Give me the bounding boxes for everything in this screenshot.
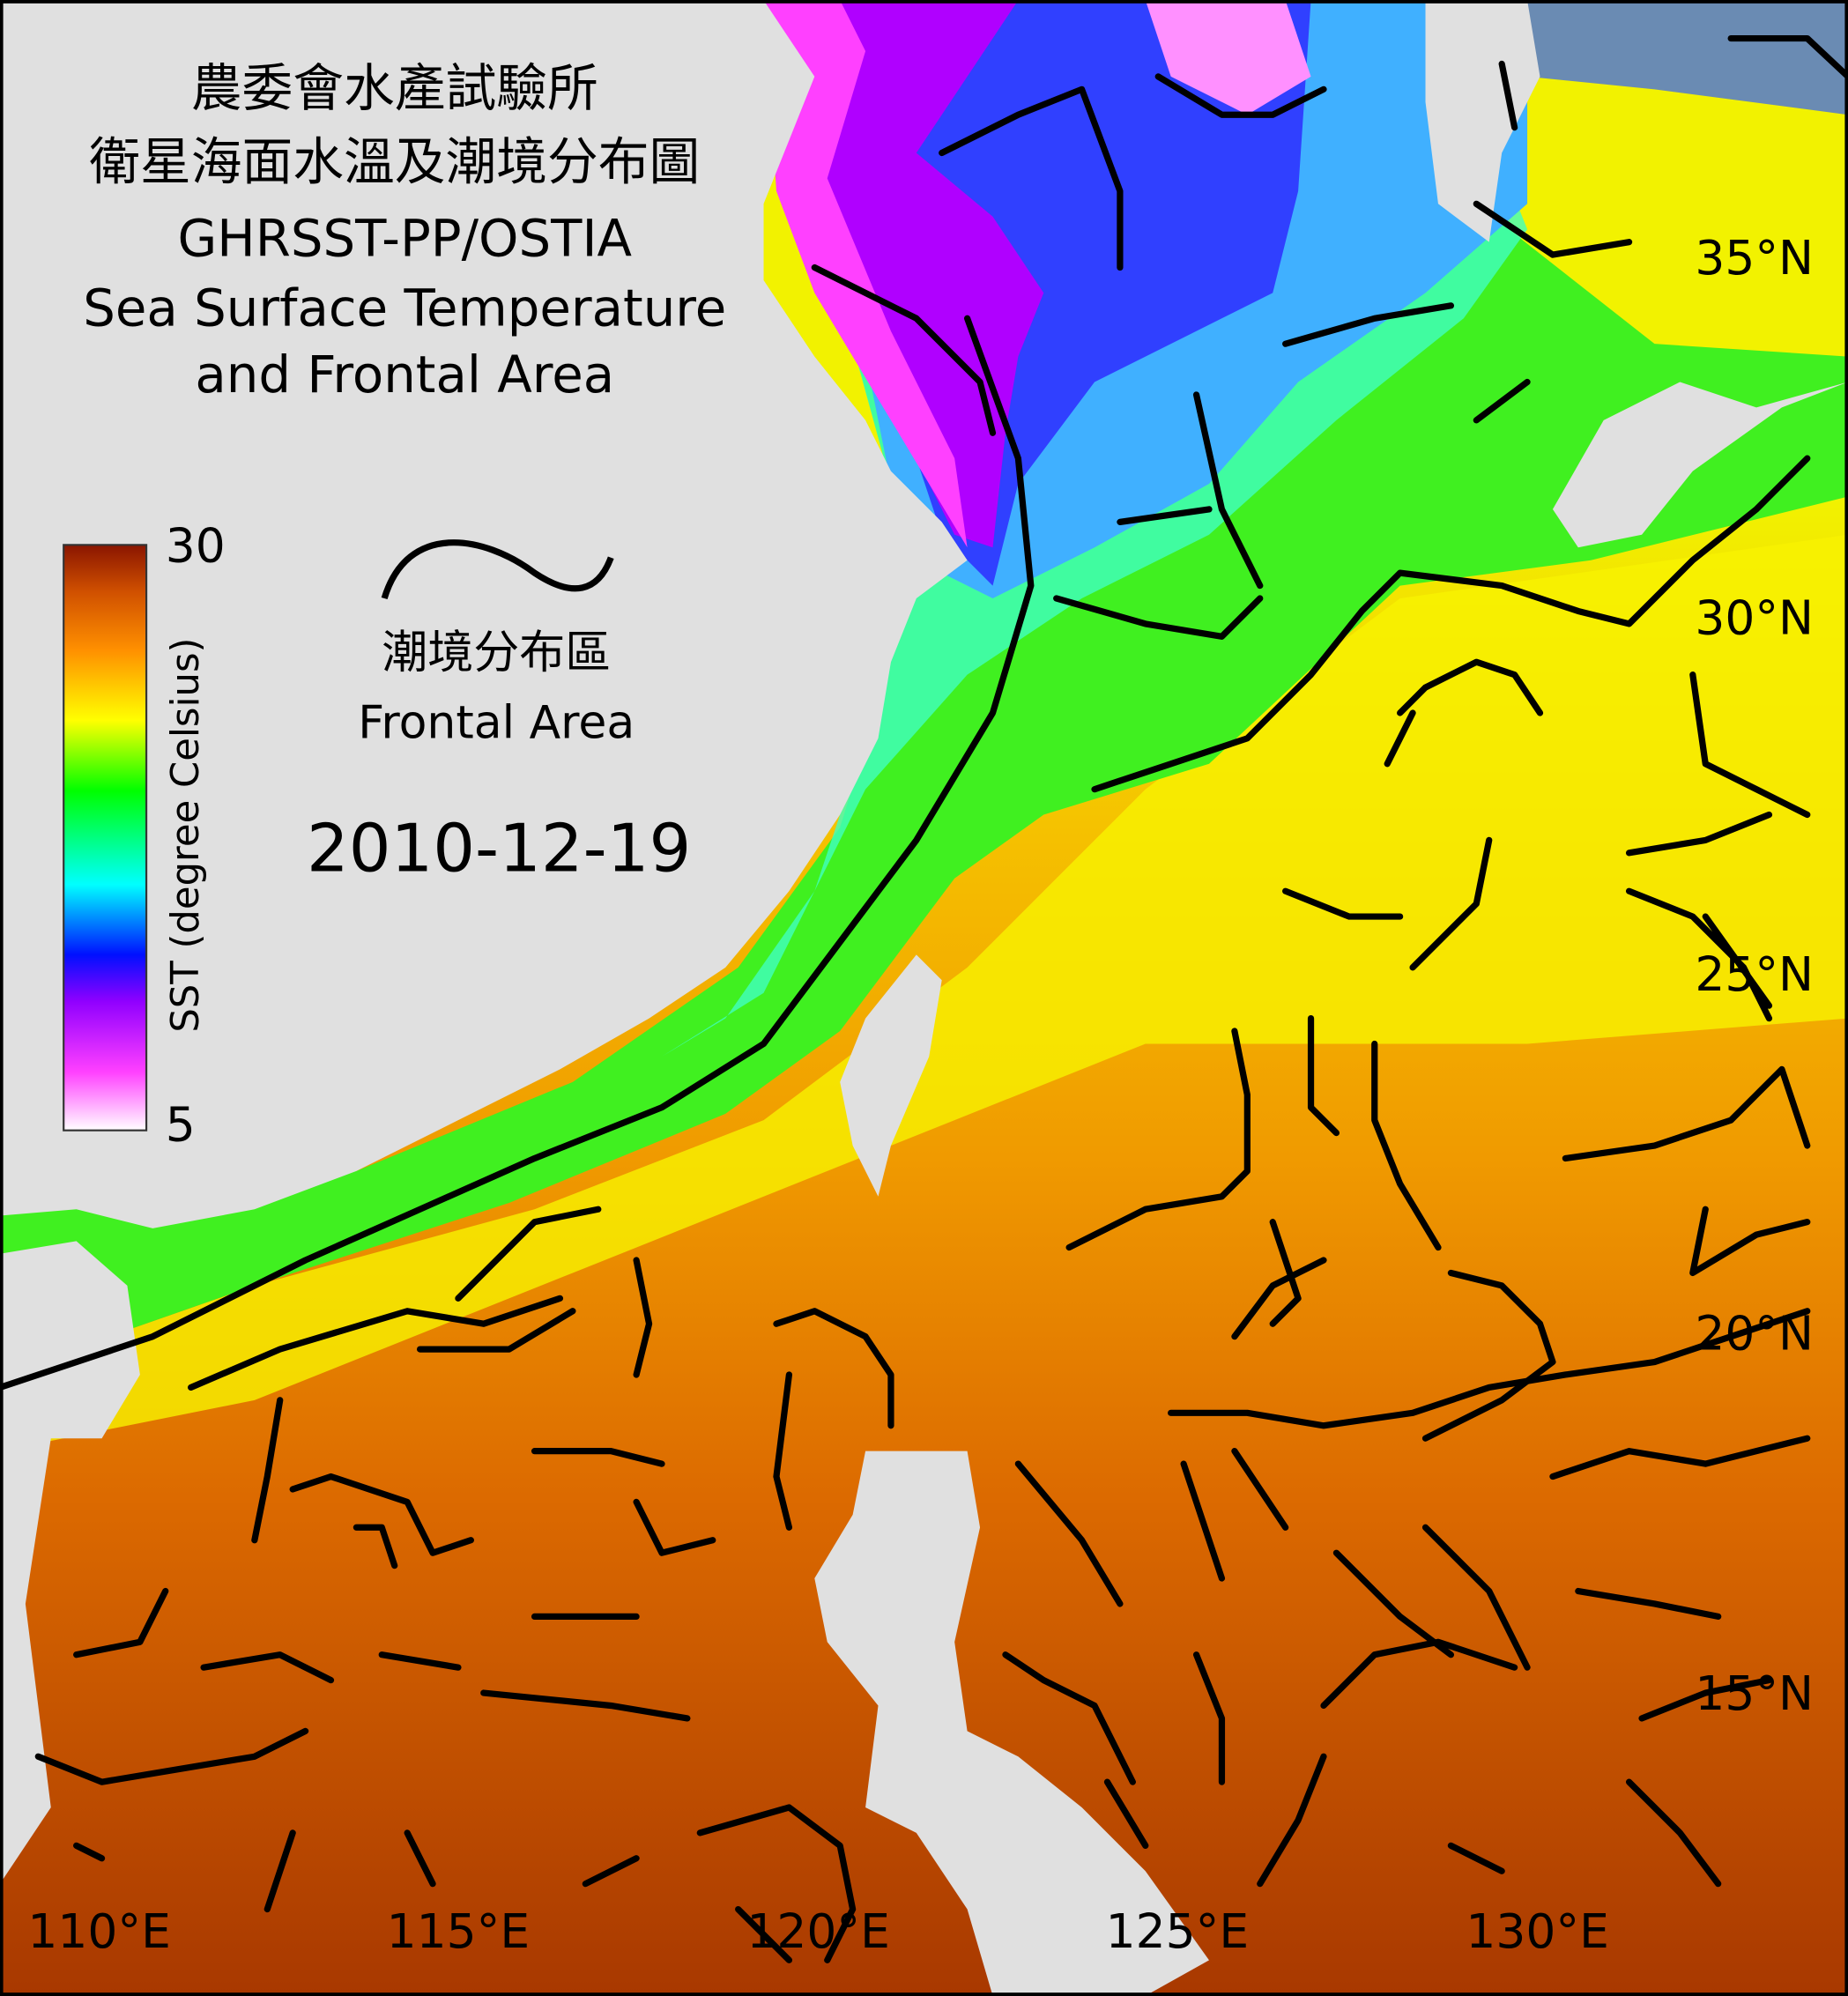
china-coast — [0, 0, 968, 1228]
legend: 潮境分布區 Frontal Area — [358, 539, 635, 749]
lat-label: 35°N — [1695, 230, 1814, 286]
legend-label: Frontal Area — [358, 696, 635, 749]
lat-label: 25°N — [1695, 946, 1814, 1002]
title-line: Sea Surface Temperature — [83, 278, 726, 338]
legend-symbol — [381, 539, 614, 600]
latitude-labels: 35°N 30°N 25°N 20°N 15°N — [1695, 230, 1814, 1721]
lon-label: 130°E — [1466, 1903, 1608, 1959]
hainan-vietnam — [0, 1241, 140, 1884]
lat-label: 30°N — [1695, 590, 1814, 646]
lon-label: 120°E — [746, 1903, 889, 1959]
lon-label: 125°E — [1106, 1903, 1249, 1959]
legend-label: 潮境分布區 — [382, 627, 611, 679]
colorbar: 30 5 SST (degree Celsius) — [63, 517, 226, 1152]
colorbar-max: 30 — [166, 517, 226, 573]
date: 2010-12-19 — [307, 809, 691, 887]
title-line: and Frontal Area — [195, 345, 614, 404]
taiwan — [840, 954, 942, 1197]
lon-label: 110°E — [27, 1903, 170, 1959]
lat-label: 15°N — [1695, 1666, 1814, 1721]
longitude-labels: 110°E 115°E 120°E 125°E 130°E — [27, 1903, 1608, 1959]
colorbar-min: 5 — [166, 1096, 196, 1152]
colorbar-label: SST (degree Celsius) — [164, 638, 208, 1033]
title-line: GHRSST-PP/OSTIA — [178, 208, 633, 268]
title-line: 衛星海面水溫及潮境分布圖 — [89, 132, 700, 192]
korea — [1425, 0, 1540, 242]
title: 農委會水產試驗所 衛星海面水溫及潮境分布圖 GHRSST-PP/OSTIA Se… — [83, 58, 726, 404]
colorbar-scale — [63, 544, 148, 1132]
lat-label: 20°N — [1695, 1305, 1814, 1361]
title-line: 農委會水產試驗所 — [191, 58, 598, 118]
lon-label: 115°E — [387, 1903, 530, 1959]
fronts — [0, 34, 1848, 1963]
japan — [1552, 293, 1848, 548]
luzon — [814, 1451, 1210, 1996]
